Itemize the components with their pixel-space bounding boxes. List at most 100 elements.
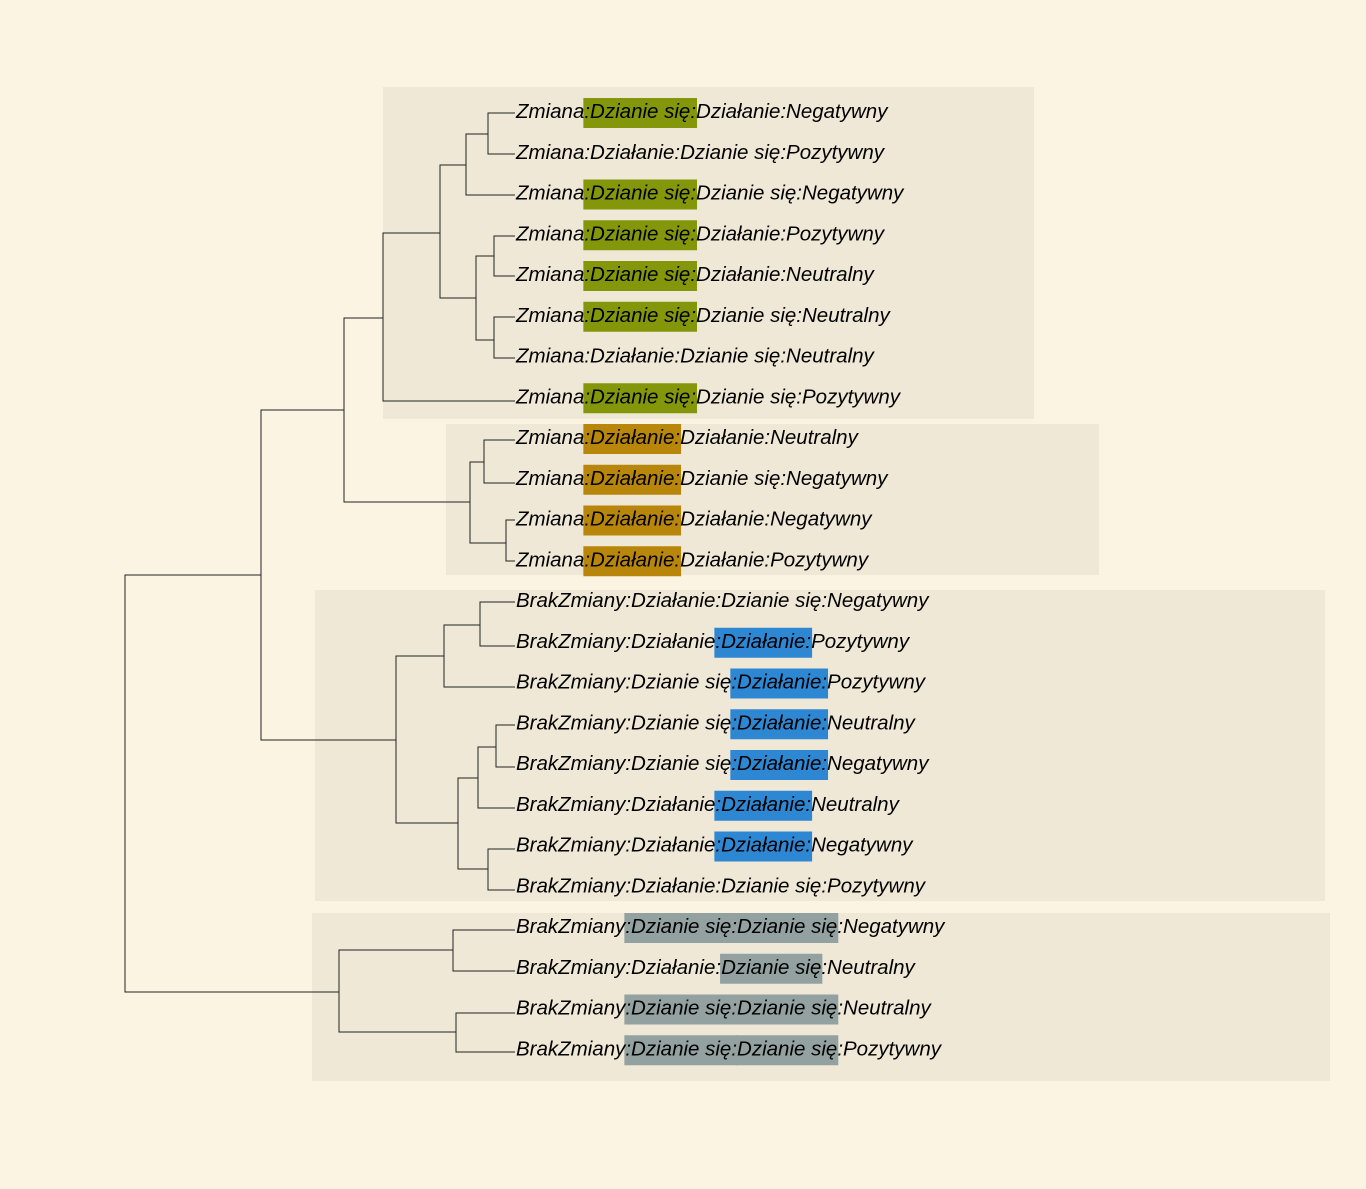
leaf-label: Zmiana:Dzianie się:Dzianie się:Pozytywny: [515, 386, 902, 409]
leaf-label-segment: Zmiana: [515, 223, 584, 246]
leaf-label-segment: BrakZmiany: [516, 915, 627, 938]
leaf-label-highlight-segment: :Działanie:: [584, 467, 680, 490]
leaf-label-segment: BrakZmiany:Działanie:Dzianie się:Negatyw…: [516, 589, 930, 612]
leaf-label: Zmiana:Dzianie się:Dzianie się:Negatywny: [515, 182, 905, 205]
leaf-label-segment: Działanie:Pozytywny: [696, 223, 886, 246]
leaf-label: Zmiana:Dzianie się:Działanie:Neutralny: [515, 263, 876, 286]
leaf-label: Zmiana:Dzianie się:Działanie:Negatywny: [515, 100, 889, 123]
leaf-label-segment: BrakZmiany:Dzianie się: [516, 712, 731, 735]
label-highlight: [736, 1035, 839, 1066]
leaf-label-segment: Działanie:Neutralny: [680, 426, 860, 449]
leaf-labels: Zmiana:Dzianie się:Działanie:NegatywnyZm…: [515, 100, 946, 1060]
leaf-label-highlight-segment: :Działanie:: [715, 793, 811, 816]
leaf-label-highlight-segment: :Działanie:: [731, 712, 827, 735]
leaf-label-highlight-segment: :Działanie:: [715, 630, 811, 653]
leaf-label: Zmiana:Działanie:Działanie:Neutralny: [515, 426, 860, 449]
leaf-label-highlight-segment: :Działanie:: [584, 508, 680, 531]
label-highlight: [730, 709, 829, 740]
label-highlight: [624, 913, 739, 943]
label-highlight: [583, 179, 698, 210]
label-highlight: [583, 261, 698, 291]
leaf-label: Zmiana:Działanie:Dzianie się:Negatywny: [515, 467, 889, 490]
leaf-label-segment: :Negatywny: [837, 915, 946, 938]
label-highlight: [624, 994, 739, 1025]
label-highlight: [730, 668, 829, 699]
leaf-label-segment: BrakZmiany:Dzianie się: [516, 671, 731, 694]
leaf-label-segment: BrakZmiany: [516, 1038, 627, 1061]
branch: [479, 601, 515, 647]
leaf-label-segment: Neutralny: [827, 712, 916, 735]
leaf-label-segment: Zmiana: [515, 426, 584, 449]
leaf-label-highlight-segment: :Działanie:: [584, 549, 680, 572]
leaf-label: BrakZmiany:Działanie:Działanie:Pozytywny: [516, 630, 911, 653]
leaf-label-segment: Zmiana: [515, 304, 584, 327]
leaf-label-highlight-segment: Dzianie się: [737, 1038, 837, 1061]
label-highlight: [624, 1035, 739, 1066]
leaf-label-highlight-segment: :Dzianie się:: [584, 100, 696, 123]
leaf-label: BrakZmiany:Dzianie się:Dzianie się:Neutr…: [516, 997, 932, 1020]
leaf-label: Zmiana:Działanie:Dzianie się:Pozytywny: [515, 141, 886, 164]
leaf-label-segment: Działanie:Negatywny: [696, 100, 889, 123]
branch: [505, 519, 515, 562]
leaf-label-segment: Negatywny: [811, 834, 914, 857]
cluster-box: [315, 590, 1325, 901]
leaf-label-segment: Zmiana: [515, 182, 584, 205]
leaf-label-segment: Dzianie się:Negatywny: [696, 182, 905, 205]
leaf-label-segment: Działanie:Neutralny: [696, 263, 876, 286]
label-highlight: [583, 464, 682, 495]
branch: [124, 574, 339, 993]
leaf-label: Zmiana:Dzianie się:Dzianie się:Neutralny: [515, 304, 891, 327]
leaf-label: BrakZmiany:Dzianie się:Działanie:Pozytyw…: [516, 671, 927, 694]
leaf-label: BrakZmiany:Działanie:Dzianie się:Pozytyw…: [516, 875, 927, 898]
leaf-label-segment: BrakZmiany:Działanie: [516, 630, 715, 653]
leaf-label-segment: Negatywny: [827, 752, 930, 775]
leaf-label-highlight-segment: :Dzianie się:: [584, 182, 696, 205]
leaf-label-segment: Zmiana: [515, 386, 584, 409]
leaf-label-segment: Neutralny: [811, 793, 900, 816]
label-highlight: [583, 424, 682, 454]
leaf-label-segment: :Pozytywny: [837, 1038, 942, 1061]
label-highlight: [736, 913, 839, 943]
leaf-label-segment: BrakZmiany:Dzianie się: [516, 752, 731, 775]
leaf-label-highlight-segment: :Dzianie się:: [584, 304, 696, 327]
leaf-label-segment: :Neutralny: [821, 956, 916, 979]
cluster-box: [446, 424, 1099, 575]
leaf-label: BrakZmiany:Działanie:Dzianie się:Neutral…: [516, 956, 917, 979]
label-highlight: [583, 383, 698, 414]
leaf-label-highlight-segment: :Dzianie się:: [625, 915, 737, 938]
branch: [439, 164, 476, 299]
label-highlight: [720, 953, 823, 984]
leaf-label-segment: Działanie:Negatywny: [680, 508, 873, 531]
leaf-label-highlight-segment: :Działanie:: [731, 671, 827, 694]
leaf-label-segment: Zmiana: [515, 100, 584, 123]
tree-branches: [124, 112, 515, 1053]
label-highlight: [583, 301, 698, 332]
leaf-label: Zmiana:Dzianie się:Działanie:Pozytywny: [515, 223, 886, 246]
leaf-label: BrakZmiany:Działanie:Działanie:Negatywny: [516, 834, 914, 857]
branch: [493, 316, 515, 359]
branch: [338, 949, 456, 1033]
leaf-label-segment: Zmiana: [515, 467, 584, 490]
leaf-label-segment: Zmiana:Działanie:Dzianie się:Neutralny: [515, 345, 876, 368]
branch: [382, 232, 515, 402]
leaf-label-segment: Pozytywny: [811, 630, 911, 653]
leaf-label-segment: Zmiana: [515, 549, 584, 572]
cluster-box: [383, 87, 1034, 419]
leaf-label: BrakZmiany:Działanie:Dzianie się:Negatyw…: [516, 589, 930, 612]
label-highlight: [736, 994, 839, 1025]
leaf-label-highlight-segment: :Działanie:: [731, 752, 827, 775]
leaf-label: Zmiana:Działanie:Dzianie się:Neutralny: [515, 345, 876, 368]
leaf-label-highlight-segment: :Dzianie się:: [584, 263, 696, 286]
leaf-label-highlight-segment: Dzianie się: [737, 915, 837, 938]
leaf-label-segment: BrakZmiany: [516, 997, 627, 1020]
leaf-label-highlight-segment: :Dzianie się:: [584, 386, 696, 409]
leaf-label-highlight-segment: :Dzianie się:: [625, 1038, 737, 1061]
leaf-label: BrakZmiany:Działanie:Działanie:Neutralny: [516, 793, 901, 816]
leaf-label-segment: Dzianie się:Pozytywny: [696, 386, 902, 409]
leaf-label: BrakZmiany:Dzianie się:Działanie:Negatyw…: [516, 752, 930, 775]
leaf-label-segment: Zmiana: [515, 508, 584, 531]
leaf-label: Zmiana:Działanie:Działanie:Pozytywny: [515, 549, 870, 572]
label-highlight: [583, 220, 698, 251]
leaf-label-segment: BrakZmiany:Działanie: [516, 834, 715, 857]
leaf-label: BrakZmiany:Dzianie się:Działanie:Neutral…: [516, 712, 917, 735]
